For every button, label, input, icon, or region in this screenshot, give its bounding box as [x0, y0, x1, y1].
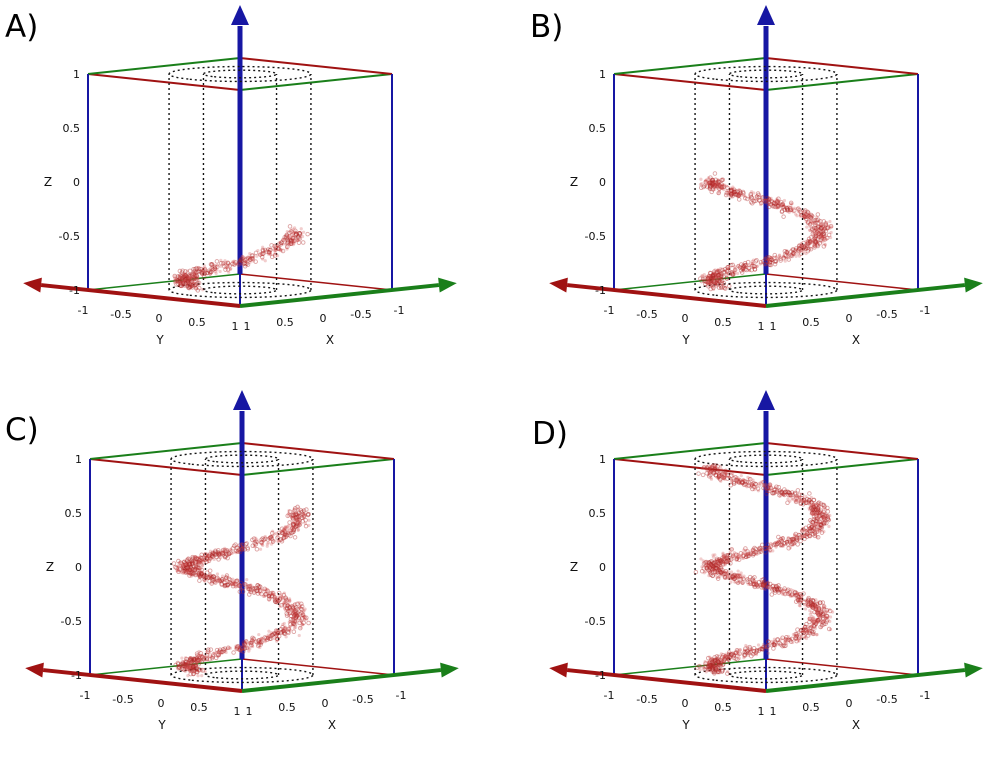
panel-c: C) [0, 385, 500, 770]
panel-d-plot-canvas [500, 385, 1000, 770]
panel-d: D) [500, 385, 1000, 770]
panel-a-plot-canvas [0, 0, 500, 385]
panel-a: A) [0, 0, 500, 385]
panel-b-label: B) [530, 9, 564, 45]
panel-c-label: C) [5, 412, 39, 448]
panel-b: B) [500, 0, 1000, 385]
panel-d-label: D) [532, 416, 568, 452]
panel-b-plot-canvas [500, 0, 1000, 385]
panel-a-label: A) [5, 9, 39, 45]
panel-c-plot-canvas [0, 385, 500, 770]
